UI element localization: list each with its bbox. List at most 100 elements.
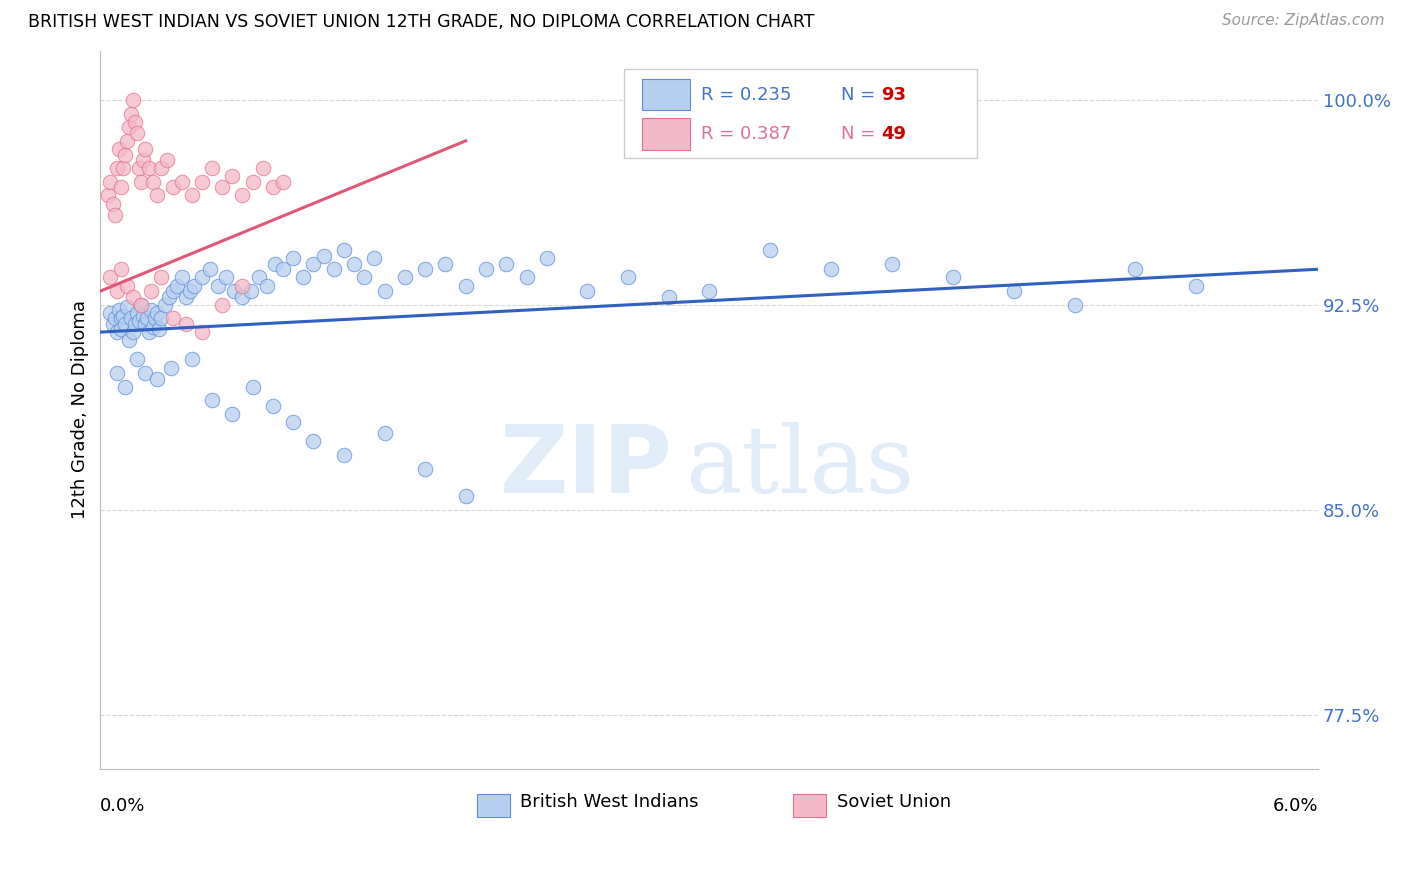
Point xyxy=(107,303,129,318)
Point xyxy=(115,278,138,293)
Text: atlas: atlas xyxy=(685,423,914,512)
Point xyxy=(150,161,173,176)
Point xyxy=(394,270,416,285)
Point xyxy=(162,284,184,298)
Point xyxy=(264,257,287,271)
Text: British West Indians: British West Indians xyxy=(520,793,699,812)
Point xyxy=(128,161,150,176)
Point xyxy=(103,311,125,326)
Point xyxy=(221,407,243,421)
Point xyxy=(302,257,325,271)
Point xyxy=(121,325,143,339)
Point xyxy=(125,306,148,320)
Point xyxy=(139,284,162,298)
Text: R = 0.235: R = 0.235 xyxy=(700,86,792,103)
Text: N =: N = xyxy=(841,86,880,103)
Point xyxy=(211,180,233,194)
Point xyxy=(1063,298,1085,312)
Text: Source: ZipAtlas.com: Source: ZipAtlas.com xyxy=(1222,13,1385,29)
Point xyxy=(343,257,366,271)
Point xyxy=(155,298,177,312)
Point xyxy=(536,252,558,266)
Point xyxy=(215,270,238,285)
Point xyxy=(658,289,681,303)
Point xyxy=(107,142,129,156)
Point xyxy=(114,380,136,394)
Point xyxy=(134,317,156,331)
Point xyxy=(146,188,169,202)
Point xyxy=(201,393,224,408)
FancyBboxPatch shape xyxy=(477,794,509,817)
Text: 49: 49 xyxy=(882,125,905,144)
Text: ZIP: ZIP xyxy=(501,421,672,514)
Point xyxy=(292,270,315,285)
Point xyxy=(115,134,138,148)
Point xyxy=(105,284,128,298)
Point xyxy=(114,147,136,161)
Text: Soviet Union: Soviet Union xyxy=(837,793,952,812)
Point xyxy=(150,311,173,326)
Point xyxy=(179,284,201,298)
Point xyxy=(138,161,160,176)
Point xyxy=(373,426,395,441)
Text: R = 0.387: R = 0.387 xyxy=(700,125,792,144)
Point xyxy=(434,257,457,271)
Point xyxy=(110,311,132,326)
Point xyxy=(129,298,152,312)
Point xyxy=(124,317,146,331)
Point xyxy=(157,289,180,303)
Point xyxy=(475,262,498,277)
Point xyxy=(180,352,202,367)
Point xyxy=(134,142,156,156)
Point xyxy=(162,180,184,194)
Point xyxy=(170,175,193,189)
Point xyxy=(146,371,169,385)
Point xyxy=(454,489,477,503)
Point xyxy=(162,311,184,326)
Point xyxy=(576,284,599,298)
Point xyxy=(118,333,141,347)
Point xyxy=(239,284,262,298)
Text: 0.0%: 0.0% xyxy=(100,797,146,814)
Point xyxy=(1002,284,1025,298)
Point xyxy=(129,175,152,189)
Point xyxy=(256,278,278,293)
Point xyxy=(413,262,436,277)
Point xyxy=(271,262,294,277)
Point xyxy=(373,284,395,298)
Point xyxy=(97,188,120,202)
Point xyxy=(247,270,270,285)
Point xyxy=(110,180,132,194)
Point xyxy=(252,161,274,176)
Point xyxy=(174,289,197,303)
Point xyxy=(231,278,253,293)
FancyBboxPatch shape xyxy=(624,69,977,159)
Point xyxy=(143,311,166,326)
Point xyxy=(242,175,264,189)
Point xyxy=(231,289,253,303)
Point xyxy=(454,278,477,293)
Point xyxy=(759,243,782,257)
Point xyxy=(115,301,138,315)
Point xyxy=(100,270,122,285)
Point xyxy=(880,257,903,271)
Point xyxy=(129,298,152,312)
Point xyxy=(820,262,842,277)
Text: N =: N = xyxy=(841,125,880,144)
Text: 93: 93 xyxy=(882,86,905,103)
Point xyxy=(160,360,183,375)
Point xyxy=(125,126,148,140)
Point xyxy=(183,278,205,293)
Point xyxy=(1125,262,1147,277)
Point xyxy=(110,262,132,277)
Point xyxy=(170,270,193,285)
Y-axis label: 12th Grade, No Diploma: 12th Grade, No Diploma xyxy=(72,301,89,519)
Point xyxy=(180,188,202,202)
Point xyxy=(198,262,221,277)
Point xyxy=(111,309,134,323)
Point xyxy=(302,434,325,449)
Point xyxy=(128,314,150,328)
Point xyxy=(103,208,125,222)
Point xyxy=(110,322,132,336)
Point xyxy=(283,415,305,429)
